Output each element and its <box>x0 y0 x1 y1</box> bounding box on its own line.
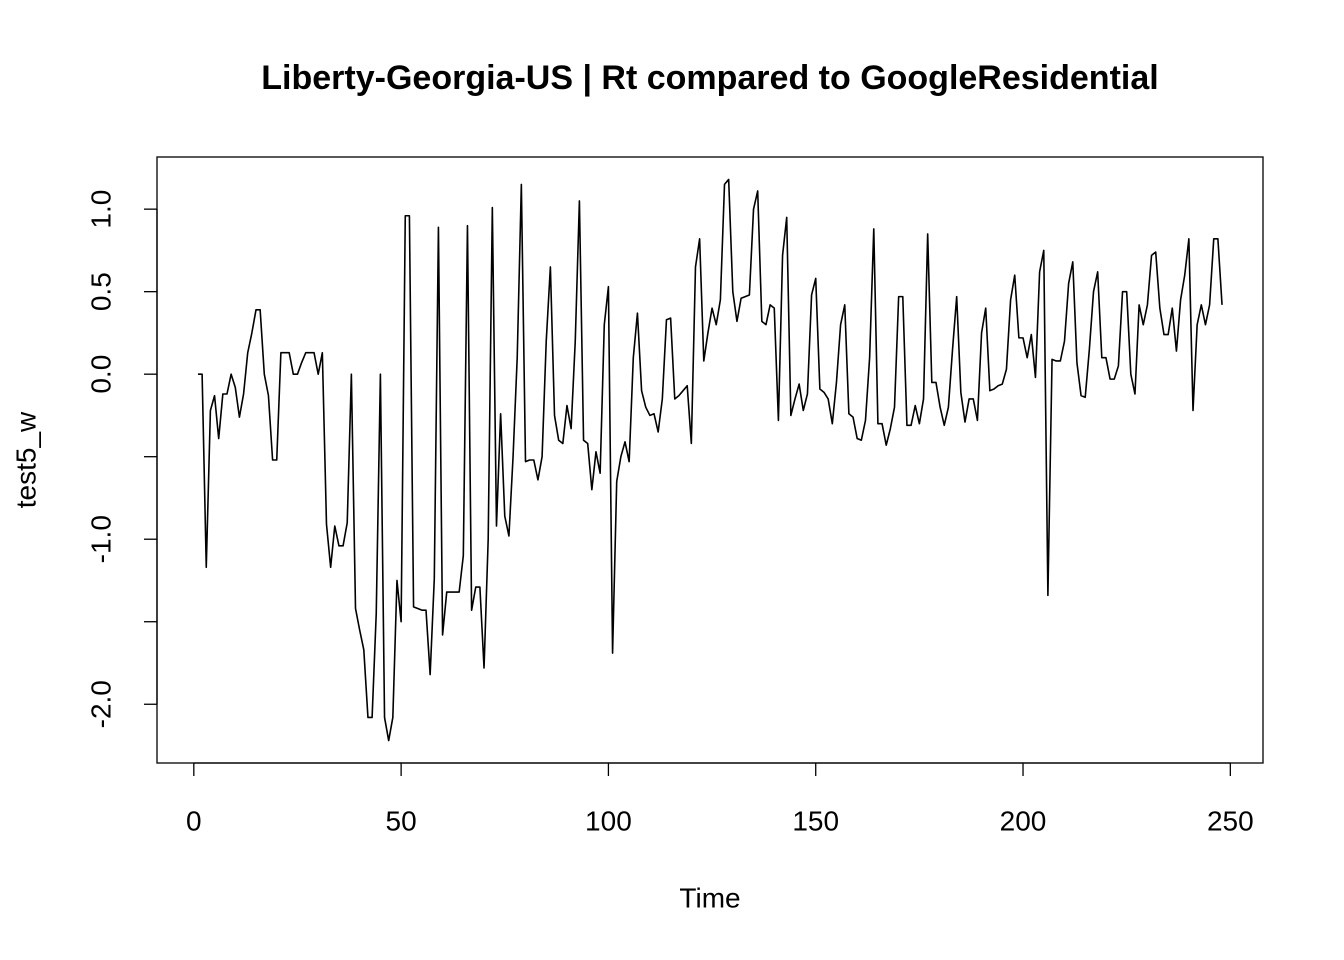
y-axis-title: test5_w <box>10 411 41 508</box>
x-tick-label: 0 <box>186 805 202 836</box>
y-tick-label: 1.0 <box>85 190 116 229</box>
chart-title: Liberty-Georgia-US | Rt compared to Goog… <box>261 59 1158 97</box>
plot-box <box>156 156 1264 764</box>
x-tick-label: 100 <box>585 805 632 836</box>
x-tick-label: 250 <box>1207 805 1254 836</box>
x-axis-title: Time <box>679 882 740 913</box>
x-tick-label: 150 <box>792 805 839 836</box>
x-tick-label: 200 <box>1000 805 1047 836</box>
x-tick-label: 50 <box>386 805 417 836</box>
y-tick-label: -2.0 <box>85 680 116 728</box>
y-tick-label: 0.0 <box>85 355 116 394</box>
series-line <box>197 178 1223 742</box>
y-tick-label: -1.0 <box>85 515 116 563</box>
y-tick-label: 0.5 <box>85 272 116 311</box>
